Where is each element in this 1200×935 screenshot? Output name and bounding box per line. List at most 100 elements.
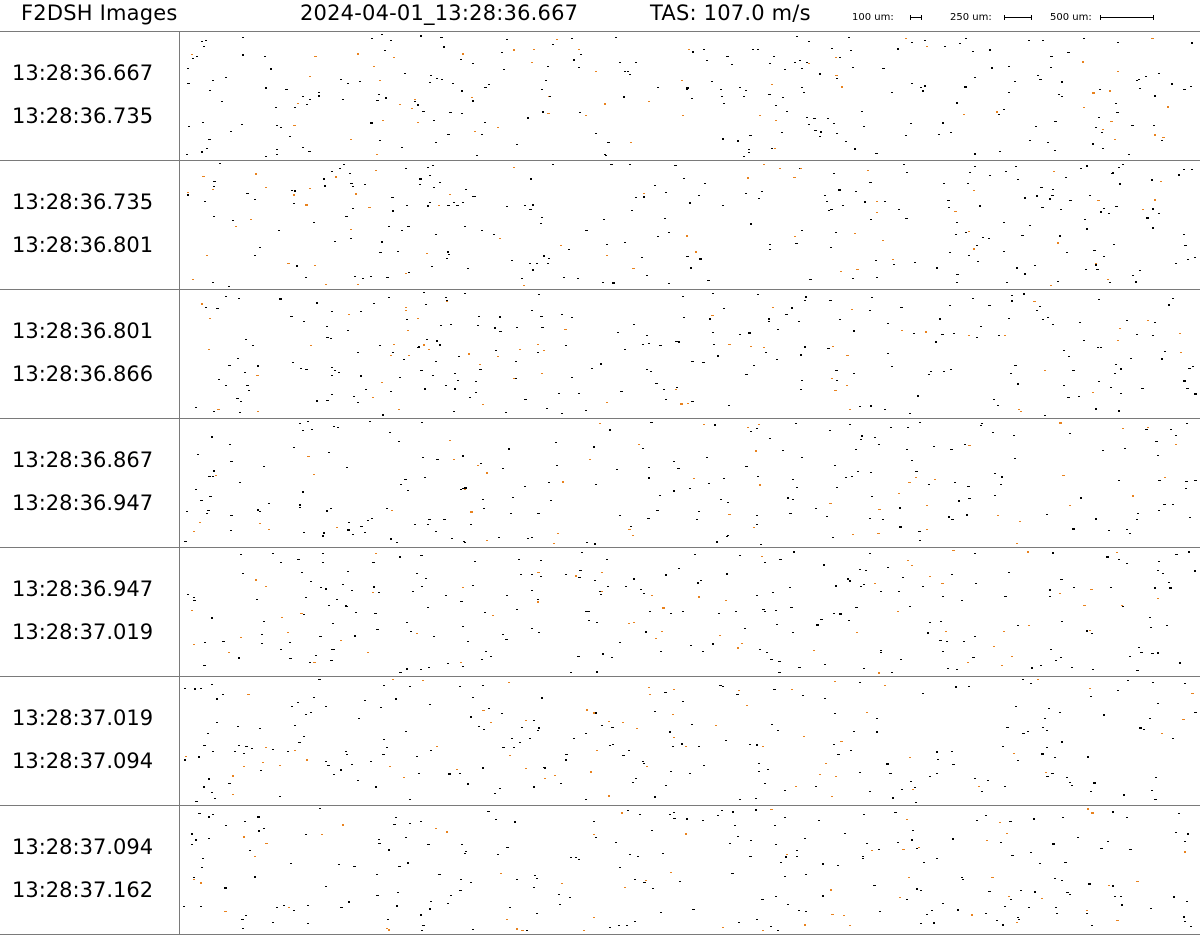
particle [1189,517,1191,518]
particle [646,335,648,336]
particle [946,641,948,642]
particle [840,741,843,742]
particle [1060,209,1062,210]
particle [827,348,830,349]
particle [1039,863,1041,864]
particle [789,587,791,588]
particle [242,573,244,574]
particle [340,769,342,771]
particle [722,927,724,928]
particle [778,661,781,662]
particle [893,264,895,265]
particle [925,331,927,333]
particle [290,863,292,864]
particle [561,314,563,315]
particle [439,344,441,346]
particle [246,385,249,386]
particle [635,197,637,198]
particle [796,856,798,857]
particle [726,56,729,57]
particle [261,634,263,635]
particle [482,685,484,686]
particle [213,470,215,472]
particle [430,750,432,751]
particle [1019,521,1021,522]
particle [1014,458,1016,459]
particle [311,429,313,430]
particle [187,192,189,193]
particle [745,193,747,194]
particle [547,66,549,67]
particle [765,352,767,353]
particle [1172,298,1174,299]
particle [785,314,788,315]
particle [682,701,684,702]
particle [468,353,470,355]
particle [607,142,610,143]
particle [1184,841,1186,842]
particle [484,612,486,613]
particle [679,881,681,882]
particle [470,716,472,718]
particle [296,265,298,267]
particle [891,366,893,367]
particle [382,754,385,755]
particle [1083,107,1085,108]
particle [878,849,880,850]
particle [1099,89,1101,90]
particle [1002,746,1004,747]
particle [230,515,233,516]
particle [287,632,289,633]
particle [381,382,383,383]
particle [836,133,838,134]
particle [506,39,508,40]
particle [215,475,217,476]
particle [546,408,548,409]
particle [232,220,234,221]
particle [272,749,274,750]
particle [501,713,503,714]
particle [540,560,542,561]
particle [570,672,572,673]
particle [673,812,675,813]
particle [1004,906,1006,907]
particle [664,218,666,219]
particle [1086,165,1088,167]
particle [422,457,424,458]
particle [1190,926,1192,927]
particle [900,307,903,308]
particle [187,194,189,196]
particle [1164,477,1166,478]
particle [609,429,611,431]
particle [1017,383,1019,385]
particle [321,834,323,835]
particle [347,529,350,531]
particle [826,516,828,517]
particle [259,728,261,729]
particle [606,559,608,560]
particle [531,574,533,575]
strip-end-time: 13:28:37.094 [12,749,154,773]
particle [477,325,479,326]
particle [447,205,450,206]
particle [207,733,209,734]
particle [293,125,296,126]
particle [1064,862,1067,863]
particle [1018,409,1020,410]
particle [643,763,645,764]
particle [761,191,763,192]
particle [1055,660,1057,661]
particle [407,226,410,227]
particle [211,436,213,438]
particle [397,892,399,893]
particle [381,34,383,35]
particle [1170,429,1172,430]
particle [652,888,654,889]
particle [399,556,401,558]
particle [757,294,759,295]
particle [926,529,928,530]
particle [203,665,206,666]
particle [360,526,363,527]
particle [1112,811,1114,813]
particle [869,182,872,183]
